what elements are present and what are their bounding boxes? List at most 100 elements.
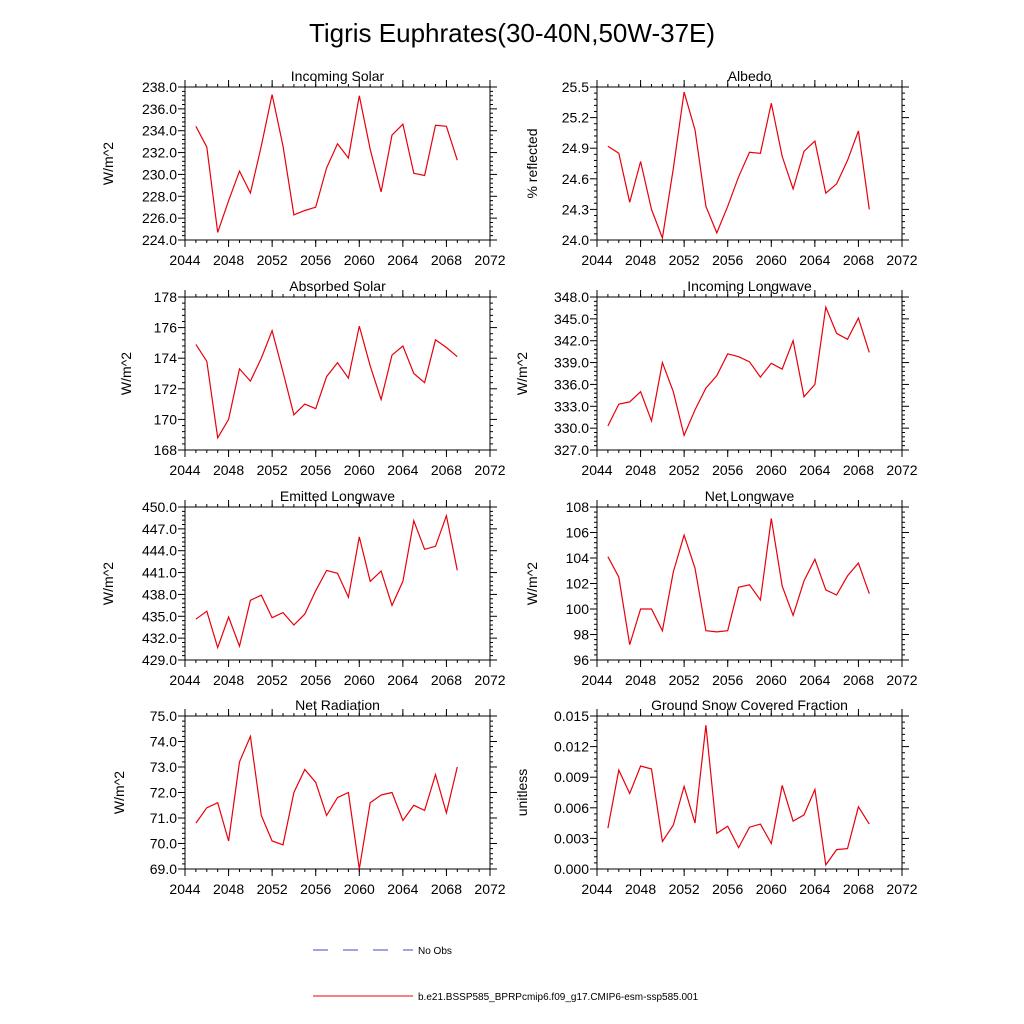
x-tick-label: 2052 xyxy=(257,881,288,897)
panel-title: Net Longwave xyxy=(705,488,795,504)
x-tick-label: 2052 xyxy=(669,881,700,897)
legend-model-label: b.e21.BSSP585_BPRPcmip6.f09_g17.CMIP6-es… xyxy=(418,992,699,1003)
y-tick-label: 336.0 xyxy=(554,376,589,392)
x-tick-label: 2060 xyxy=(756,881,787,897)
x-tick-label: 2048 xyxy=(625,881,656,897)
x-tick-label: 2060 xyxy=(344,462,375,478)
x-tick-label: 2056 xyxy=(300,672,331,688)
series-line xyxy=(607,518,870,645)
y-tick-label: 172 xyxy=(154,381,178,397)
y-tick-label: 0.000 xyxy=(554,861,589,877)
y-tick-label: 102 xyxy=(566,576,590,592)
y-tick-label: 327.0 xyxy=(554,442,589,458)
y-tick-label: 342.0 xyxy=(554,333,589,349)
y-tick-label: 24.3 xyxy=(562,201,589,217)
x-tick-label: 2044 xyxy=(581,252,612,268)
y-axis-label: W/m^2 xyxy=(524,562,540,605)
series-line xyxy=(607,725,870,867)
panel: Absorbed Solar W/m^2 2044 2048 2052 2056 2060 2… xyxy=(118,278,506,478)
legend-obs-label: No Obs xyxy=(418,946,452,957)
y-tick-label: 432.0 xyxy=(142,630,177,646)
x-tick-label: 2060 xyxy=(344,672,375,688)
plot-frame xyxy=(596,506,903,661)
y-tick-label: 25.5 xyxy=(562,79,589,95)
y-axis-label: W/m^2 xyxy=(514,352,530,395)
y-tick-label: 234.0 xyxy=(142,123,177,139)
x-tick-label: 2072 xyxy=(474,672,505,688)
panel-title: Emitted Longwave xyxy=(280,488,395,504)
x-tick-label: 2068 xyxy=(431,672,462,688)
x-tick-label: 2064 xyxy=(799,881,830,897)
y-tick-label: 232.0 xyxy=(142,145,177,161)
y-tick-label: 0.009 xyxy=(554,769,589,785)
y-tick-label: 104 xyxy=(566,550,590,566)
x-tick-label: 2052 xyxy=(669,462,700,478)
series-line xyxy=(195,325,458,440)
x-tick-label: 2056 xyxy=(300,252,331,268)
x-tick-label: 2052 xyxy=(669,672,700,688)
y-tick-label: 0.003 xyxy=(554,830,589,846)
y-tick-label: 0.015 xyxy=(554,708,589,724)
plot-frame xyxy=(596,715,903,870)
panel-title: Net Radiation xyxy=(295,697,380,713)
panels: Incoming Solar W/m^2 2044 2048 2052 2056 2060 2… xyxy=(100,68,918,897)
y-tick-label: 24.0 xyxy=(562,232,589,248)
x-tick-label: 2068 xyxy=(431,881,462,897)
y-tick-label: 75.0 xyxy=(150,708,177,724)
y-tick-label: 24.6 xyxy=(562,171,589,187)
panel: Incoming Solar W/m^2 2044 2048 2052 2056 2060 2… xyxy=(100,68,506,268)
plot-frame xyxy=(596,86,903,241)
y-axis-label: unitless xyxy=(514,769,530,816)
panel-title: Albedo xyxy=(728,68,772,84)
x-tick-label: 2056 xyxy=(712,462,743,478)
y-tick-label: 0.012 xyxy=(554,739,589,755)
y-tick-label: 0.006 xyxy=(554,800,589,816)
x-tick-label: 2072 xyxy=(474,462,505,478)
series-line xyxy=(195,734,458,870)
x-tick-label: 2056 xyxy=(712,672,743,688)
y-tick-label: 176 xyxy=(154,320,178,336)
y-tick-label: 70.0 xyxy=(150,836,177,852)
series-line xyxy=(607,304,870,438)
x-tick-label: 2048 xyxy=(625,672,656,688)
y-tick-label: 348.0 xyxy=(554,289,589,305)
panel-title: Absorbed Solar xyxy=(289,278,386,294)
y-tick-label: 73.0 xyxy=(150,759,177,775)
y-tick-label: 100 xyxy=(566,601,590,617)
y-axis-label: W/m^2 xyxy=(100,562,116,605)
y-tick-label: 429.0 xyxy=(142,652,177,668)
x-tick-label: 2052 xyxy=(257,462,288,478)
x-tick-label: 2056 xyxy=(712,881,743,897)
plot-frame xyxy=(596,296,903,451)
y-tick-label: 230.0 xyxy=(142,166,177,182)
y-tick-label: 238.0 xyxy=(142,79,177,95)
x-tick-label: 2068 xyxy=(431,462,462,478)
x-tick-label: 2048 xyxy=(213,672,244,688)
x-tick-label: 2064 xyxy=(387,881,418,897)
x-tick-label: 2044 xyxy=(169,672,200,688)
panel-title: Incoming Longwave xyxy=(687,278,812,294)
x-tick-label: 2072 xyxy=(886,672,917,688)
x-tick-label: 2060 xyxy=(344,881,375,897)
x-tick-label: 2056 xyxy=(300,881,331,897)
y-tick-label: 339.0 xyxy=(554,355,589,371)
y-axis-label: W/m^2 xyxy=(118,352,134,395)
x-tick-label: 2052 xyxy=(669,252,700,268)
y-tick-label: 24.9 xyxy=(562,140,589,156)
x-tick-label: 2052 xyxy=(257,252,288,268)
x-tick-label: 2072 xyxy=(474,252,505,268)
panel: Ground Snow Covered Fraction unitless 2044… xyxy=(514,697,918,897)
x-tick-label: 2060 xyxy=(756,462,787,478)
x-tick-label: 2068 xyxy=(843,462,874,478)
x-tick-label: 2044 xyxy=(581,462,612,478)
x-tick-label: 2060 xyxy=(344,252,375,268)
x-tick-label: 2044 xyxy=(581,672,612,688)
panel: Albedo % reflected 2044 2048 2052 2056 2060 206… xyxy=(524,68,918,268)
y-tick-label: 438.0 xyxy=(142,586,177,602)
x-tick-label: 2068 xyxy=(843,672,874,688)
panel: Net Longwave W/m^2 2044 2048 2052 2056 2060 206… xyxy=(524,488,918,688)
y-tick-label: 435.0 xyxy=(142,608,177,624)
x-tick-label: 2060 xyxy=(756,672,787,688)
y-tick-label: 236.0 xyxy=(142,101,177,117)
